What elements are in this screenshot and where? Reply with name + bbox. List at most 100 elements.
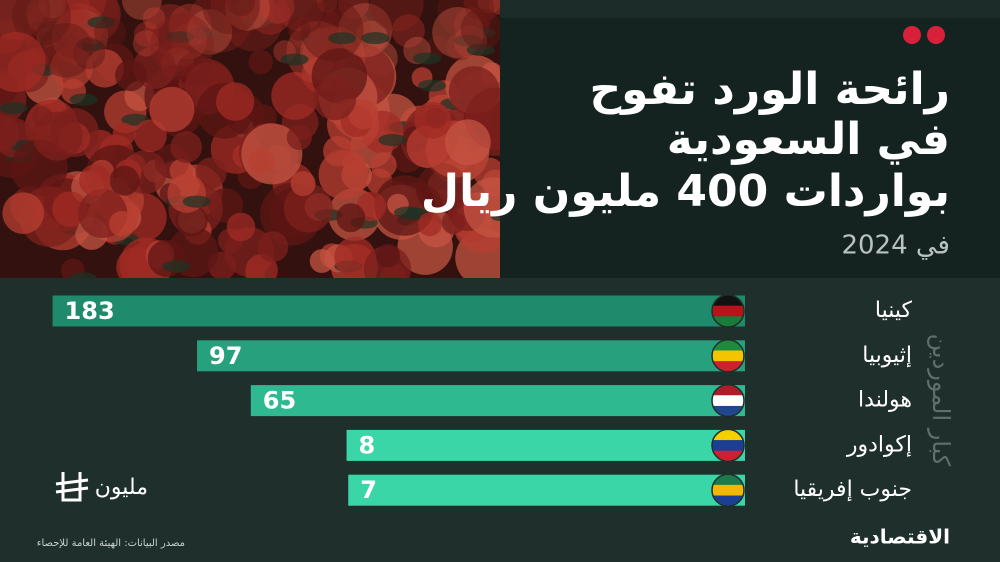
petal [72,37,106,70]
flag [711,294,745,328]
petal [57,32,83,58]
bar [52,295,746,327]
leaf [37,21,66,34]
petal [448,66,500,118]
petal [150,13,215,77]
leaf [243,16,272,29]
petal [0,0,51,42]
leaf [413,52,442,65]
petal [313,77,357,121]
flag-stripe [712,429,744,441]
title-line: رائحة الورد تفوح [589,64,950,115]
petal [369,0,424,32]
petal [391,14,425,48]
bar [348,474,745,506]
petal [2,192,45,235]
value-label: 97 [209,342,242,370]
flag-rim [711,383,745,418]
leaf [489,209,500,222]
petal [0,115,20,152]
flower-photo [0,0,500,278]
flag-rim [711,428,745,463]
petal [34,0,90,32]
leaf [393,206,422,219]
petal [42,35,77,70]
petal [414,101,452,139]
petal [115,59,147,92]
petal [142,7,166,30]
petal [36,26,58,48]
petal [238,0,276,29]
leaf [378,133,407,146]
petal [157,37,193,72]
dot [927,26,945,44]
flag-stripe [712,350,744,362]
petal [109,165,140,196]
petal [109,210,135,237]
category-label: جنوب إفريقيا [793,477,912,502]
leaf [466,43,495,56]
subtitle: في 2024 [841,231,950,261]
flag-rim [711,339,745,373]
leaf [162,260,191,273]
petal [85,49,124,88]
petal [260,0,295,24]
petal [348,99,379,130]
petal [38,22,94,78]
leaf [69,93,98,106]
petal [226,212,256,242]
petal [309,249,334,274]
category-label: كينيا [875,298,913,323]
petal [271,72,320,120]
petal [133,21,160,47]
petal [57,3,104,50]
petal [427,36,448,57]
leaf [361,32,390,45]
petal [0,31,46,93]
petal [149,86,195,132]
leaf [418,79,447,92]
petal [287,17,311,41]
bar [250,385,746,417]
flag-stripe [712,305,744,317]
bar [197,340,746,372]
petal [248,148,275,175]
flag-stripe [712,495,744,507]
dot [903,26,921,44]
photo-shade [0,0,500,278]
leaf [68,272,97,278]
flag-stripe [712,474,744,486]
flag-stripe [712,384,744,396]
petal [276,0,324,32]
petal [224,0,270,31]
flag [711,428,745,463]
brand-logo: الاقتصادية [850,525,950,549]
petal [210,0,232,15]
title-line: في السعودية [667,114,950,165]
leaf [165,31,194,44]
leaf [76,39,105,52]
petal [460,8,500,50]
value-label: 7 [360,476,377,504]
flag-rim [711,294,745,328]
petal [175,204,208,237]
petal [437,0,495,38]
petal [336,203,366,233]
flag-stripe [712,440,744,452]
petal [257,231,289,263]
petal [50,46,93,89]
flag-stripe [712,450,744,462]
petal [319,10,340,31]
flag-rim [711,473,745,507]
petal [300,0,364,62]
petal [38,0,66,19]
title-line: بواردات 400 مليون ريال [421,166,950,217]
bar [346,429,745,461]
leaf [87,16,116,29]
petal [338,0,370,20]
source: مصدر البيانات: الهيئة العامة للإحصاء [37,538,185,549]
value-label: 8 [359,431,376,459]
petal [94,17,127,49]
flag-stripe [712,395,744,407]
